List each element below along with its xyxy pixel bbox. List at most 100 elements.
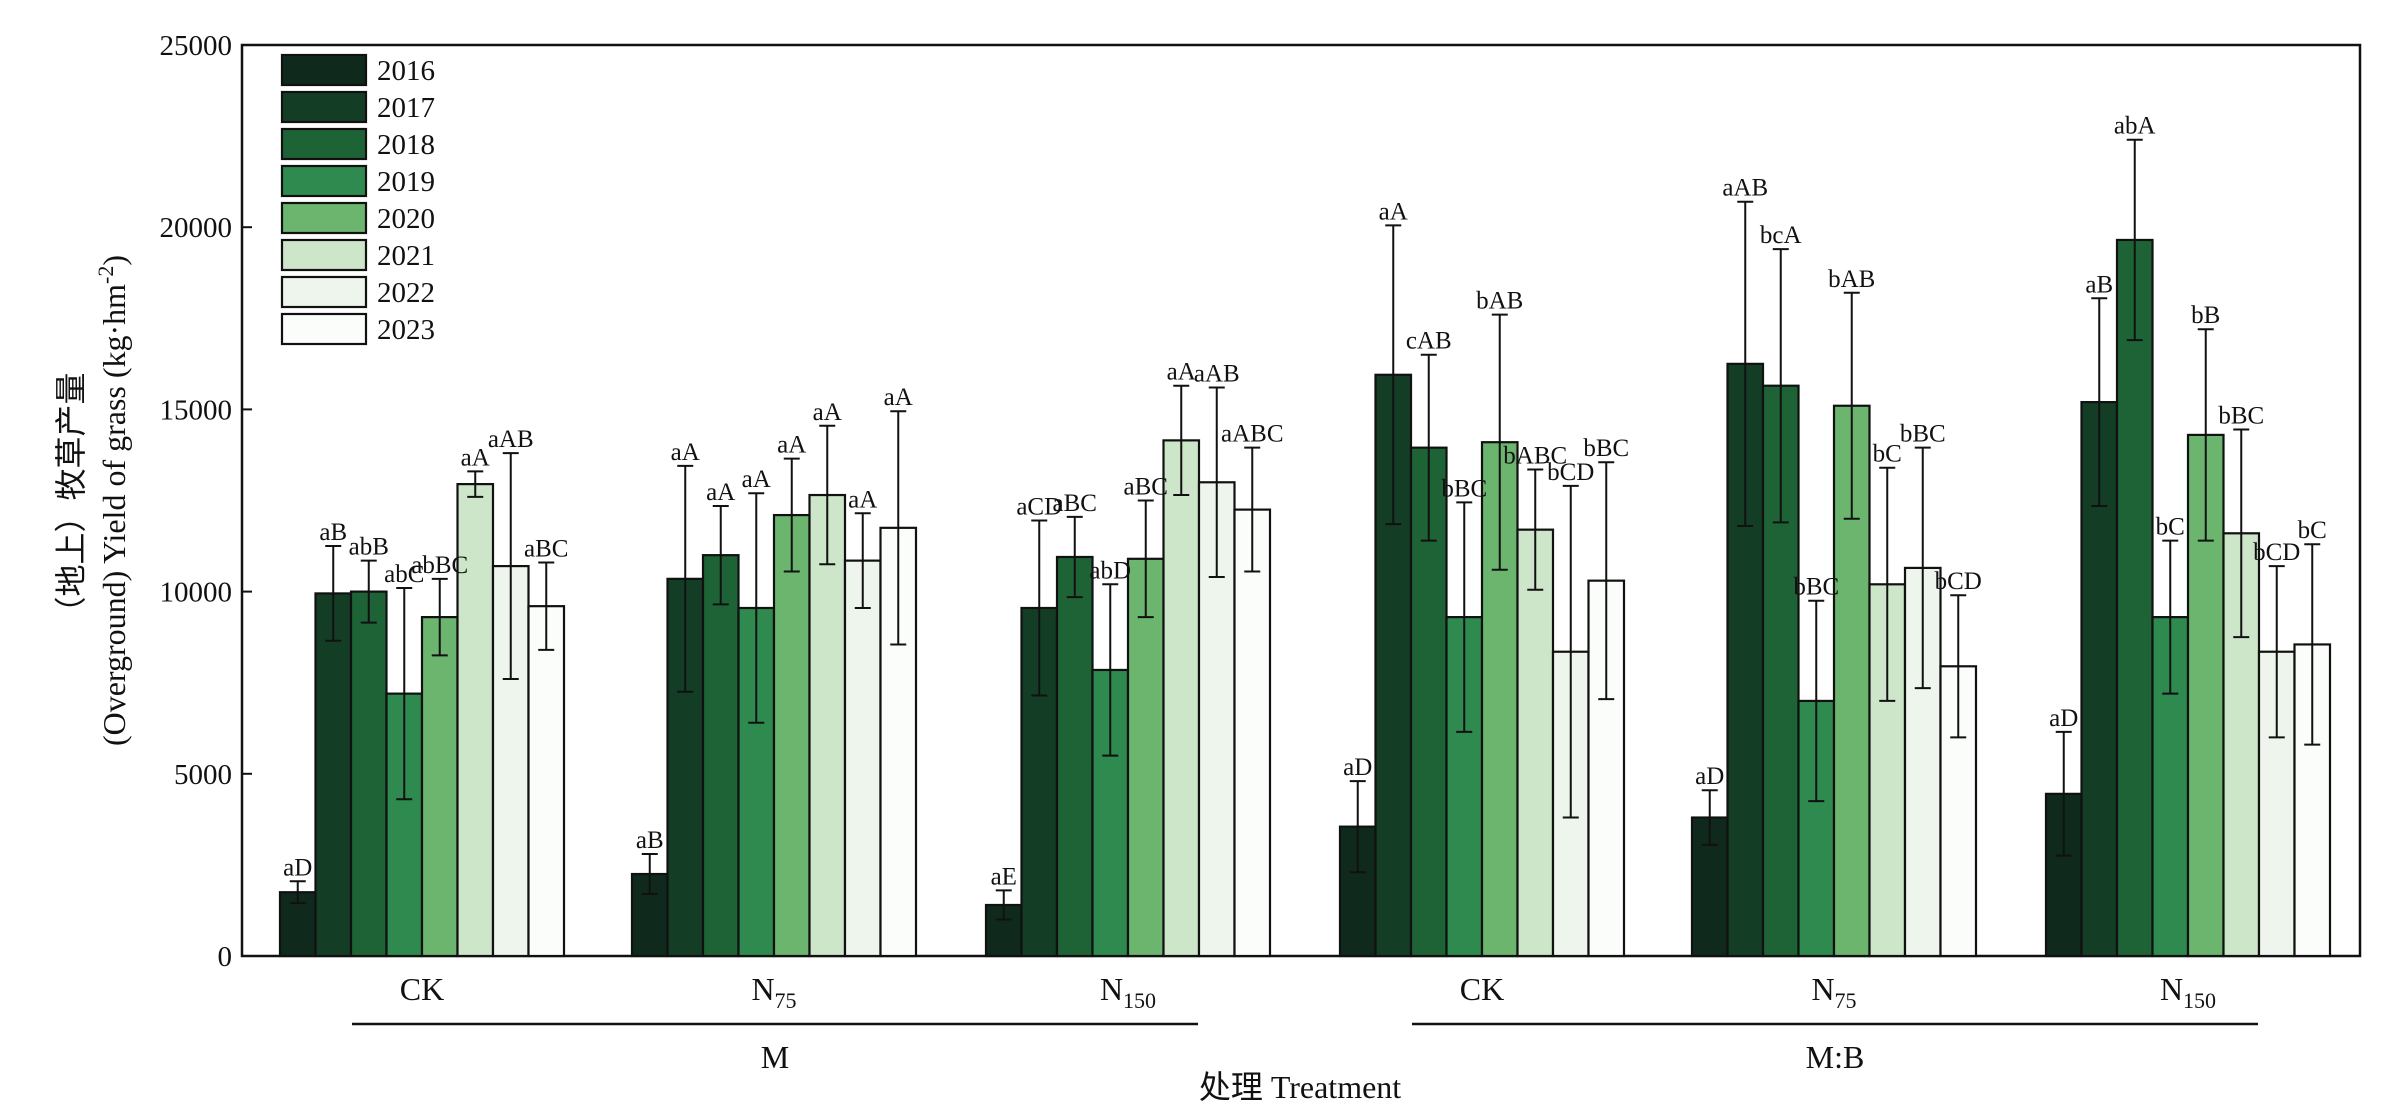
data-label: bcA [1760,222,1802,249]
y-axis-title-line2: (Overground) Yield of grass (kg·hm-2) [93,255,132,746]
bar [1516,528,1555,958]
bar [1690,816,1729,958]
data-label: aA [706,479,735,506]
legend-label: 2023 [377,314,435,346]
y-tick-label: 20000 [160,212,233,244]
data-label: bAB [1828,266,1875,293]
category-label: CK [1460,971,1504,1007]
data-label: bAB [1476,288,1523,315]
data-label: aA [848,486,877,513]
bar [772,513,811,958]
data-label: aA [884,384,913,411]
data-label: aA [461,444,490,471]
data-label: bBC [1900,421,1946,448]
bar [349,590,388,958]
bar [527,605,566,958]
legend-label: 2017 [377,92,435,124]
y-tick-label: 25000 [160,30,233,62]
data-label: abA [2114,113,2156,140]
bar [2115,238,2154,958]
data-label: abD [1089,557,1131,584]
data-label: aA [671,439,700,466]
y-tick-label: 15000 [160,394,233,426]
plot-area [240,43,2362,958]
data-label: aB [636,827,664,854]
y-tick-label: 5000 [174,759,232,791]
y-tick-label: 0 [218,941,233,973]
data-label: bC [2156,514,2185,541]
legend-swatch [280,201,368,235]
data-label: aBC [1053,490,1097,517]
category-label: N75 [751,971,796,1013]
data-label: aCD [1016,494,1062,521]
bar [984,903,1023,958]
legend-swatch [280,164,368,198]
data-label: bC [2298,517,2327,544]
data-label: aABC [1221,421,1284,448]
data-label: aE [991,863,1017,890]
legend-label: 2022 [377,277,435,309]
data-label: aB [319,519,347,546]
x-axis-title: 处理 Treatment [1199,1069,1401,1104]
data-label: bBC [1441,475,1487,502]
category-label: CK [400,971,444,1007]
legend-swatch [280,127,368,161]
legend-swatch [280,312,368,346]
legend: 2016 2017 2018 2019 2020 2021 2022 2023 [280,53,435,346]
category-label: N75 [1811,971,1856,1013]
data-label: abB [349,534,389,561]
data-label: aA [813,399,842,426]
data-label: bBC [1793,574,1839,601]
legend-label: 2020 [377,203,435,235]
category-label: N150 [1100,971,1156,1013]
bar [1233,508,1272,958]
data-label: aBC [1124,474,1168,501]
data-label: aD [2049,705,2078,732]
data-label: bB [2191,302,2220,329]
data-label: bCD [1935,568,1982,595]
y-tick-label: 10000 [160,577,233,609]
data-label: abBC [411,552,468,579]
legend-swatch [280,53,368,87]
bar [1126,557,1165,958]
group-label: M [761,1039,789,1075]
category-label: N150 [2160,971,2216,1013]
data-label: bC [1873,441,1902,468]
bar [843,559,882,958]
bar [420,616,459,958]
legend-label: 2016 [377,55,435,87]
data-label: aAB [1194,361,1240,388]
data-label: abC [384,561,424,588]
data-label: bCD [1547,459,1594,486]
bar [1162,439,1201,958]
data-label: aD [283,854,312,881]
legend-swatch [280,275,368,309]
data-label: bBC [1583,435,1629,462]
data-label: aA [1167,359,1196,386]
data-label: cAB [1406,328,1452,355]
data-label: aD [1695,763,1724,790]
plot-frame [240,43,2362,958]
data-label: bBC [2218,402,2264,429]
bar [314,592,353,958]
data-label: aB [2085,271,2113,298]
data-label: aD [1343,754,1372,781]
data-label: aA [742,466,771,493]
data-label: aBC [524,535,568,562]
data-label: bABC [1503,443,1567,470]
group-label: M:B [1806,1039,1865,1075]
bar [1055,555,1094,958]
legend-swatch [280,238,368,272]
legend-label: 2021 [377,240,435,272]
legend-label: 2019 [377,166,435,198]
data-label: aAB [1722,175,1768,202]
data-label: aA [777,432,806,459]
bar [701,554,740,958]
data-label: aA [1379,198,1408,225]
legend-label: 2018 [377,129,435,161]
bars [278,138,2332,958]
y-axis-title-line1: （地上）牧草产量 [53,372,89,628]
legend-swatch [280,90,368,124]
